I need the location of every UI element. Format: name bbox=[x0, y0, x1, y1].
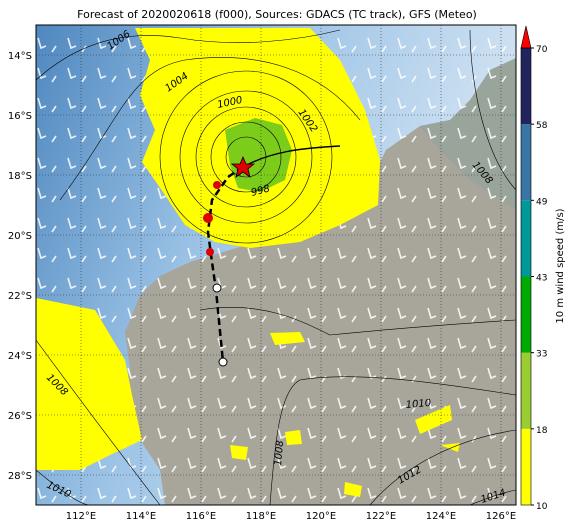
colorbar-tick-label: 43 bbox=[536, 274, 547, 284]
contour-label: 1000 bbox=[216, 95, 243, 111]
colorbar: 10 18 33 43 49 58 70 bbox=[520, 25, 548, 512]
lat-tick-label: 20°S bbox=[8, 231, 32, 242]
colorbar-segment bbox=[521, 200, 531, 277]
colorbar-tick-label: 49 bbox=[536, 197, 548, 207]
lat-tick-label: 22°S bbox=[8, 291, 32, 302]
colorbar-tick-label: 10 bbox=[536, 502, 548, 512]
lon-tick-label: 126°E bbox=[486, 511, 516, 522]
title: Forecast of 2020020618 (f000), Sources: … bbox=[77, 8, 477, 21]
wind-area bbox=[36, 298, 142, 470]
colorbar-label: 10 m wind speed (m/s) bbox=[555, 208, 566, 323]
graticule bbox=[36, 25, 516, 505]
strong-wind-area bbox=[225, 118, 292, 192]
lat-tick-label: 24°S bbox=[8, 351, 32, 362]
track-point bbox=[212, 283, 222, 293]
lon-tick-label: 112°E bbox=[66, 511, 96, 522]
colorbar-tick-label: 70 bbox=[536, 45, 548, 55]
contour-label: 998 bbox=[250, 183, 271, 199]
lon-tick-label: 122°E bbox=[366, 511, 396, 522]
colorbar-segment bbox=[521, 276, 531, 353]
colorbar-segment bbox=[521, 428, 531, 505]
colorbar-segment bbox=[521, 124, 531, 201]
lat-tick-label: 14°S bbox=[8, 51, 32, 62]
lat-tick-label: 16°S bbox=[8, 111, 32, 122]
lon-tick-label: 120°E bbox=[306, 511, 336, 522]
axis-ticks: 112°E 114°E 116°E 118°E 120°E 122°E 124°E 126°E… bbox=[8, 51, 516, 522]
contour-label: 1008 bbox=[273, 440, 286, 466]
lat-tick-label: 28°S bbox=[8, 471, 32, 482]
colorbar-segment bbox=[521, 48, 531, 125]
lon-tick-label: 124°E bbox=[426, 511, 456, 522]
map-frame bbox=[35, 24, 517, 506]
lon-tick-label: 118°E bbox=[246, 511, 276, 522]
colorbar-segment bbox=[521, 352, 531, 429]
colorbar-tick-label: 58 bbox=[536, 121, 548, 131]
map-area: 1006 1004 1000 1002 998 1008 1008 1010 1… bbox=[36, 25, 516, 505]
cyclone-center bbox=[230, 155, 256, 178]
lat-tick-label: 18°S bbox=[8, 171, 32, 182]
lon-tick-label: 116°E bbox=[186, 511, 216, 522]
lon-tick-label: 114°E bbox=[126, 511, 156, 522]
colorbar-tick-label: 18 bbox=[536, 426, 548, 436]
contour-label: 1010 bbox=[405, 398, 431, 411]
forecast-track bbox=[242, 145, 341, 168]
track-point bbox=[218, 357, 228, 367]
track-markers bbox=[203, 181, 221, 256]
colorbar-tick-label: 33 bbox=[536, 350, 547, 360]
lat-tick-label: 26°S bbox=[8, 411, 32, 422]
colorbar-extension bbox=[520, 25, 532, 49]
